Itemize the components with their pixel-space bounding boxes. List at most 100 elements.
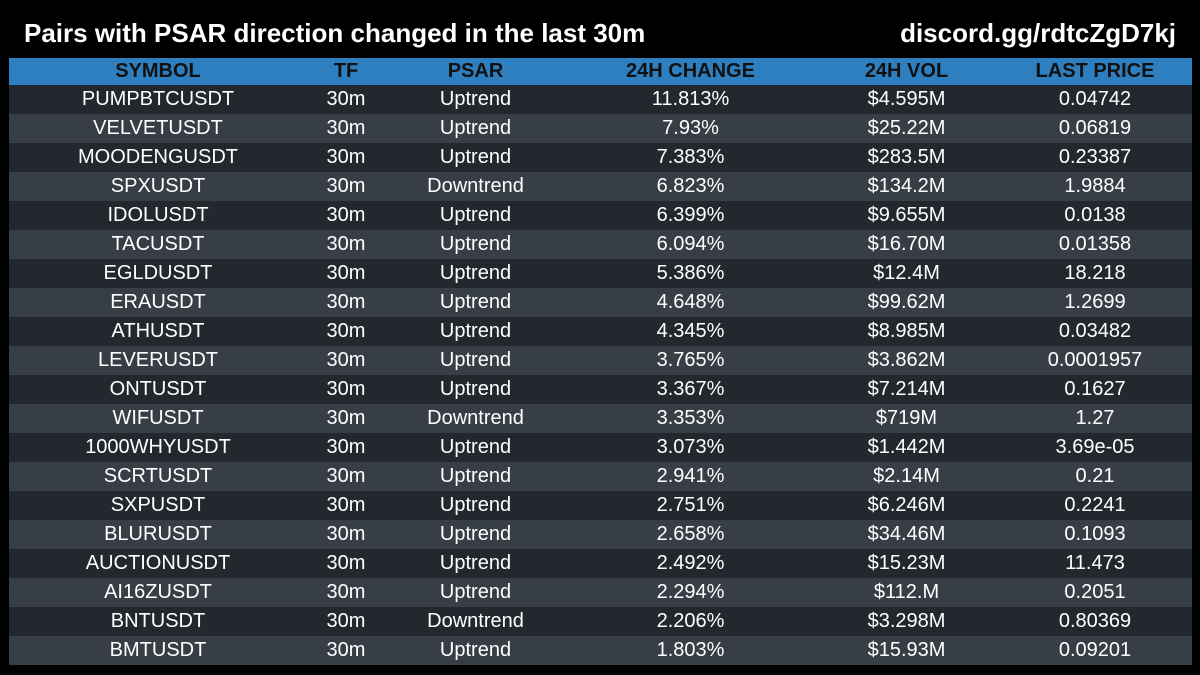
table-row: SXPUSDT 30m Uptrend 2.751% $6.246M 0.2241: [9, 491, 1192, 520]
volume-cell: $1.442M: [867, 436, 946, 458]
price-cell: 0.09201: [1058, 639, 1132, 661]
price-cell: 0.0001957: [1047, 349, 1143, 371]
tf-cell: 30m: [326, 262, 366, 284]
volume-cell: $4.595M: [867, 88, 946, 110]
psar-cell: Uptrend: [439, 320, 512, 342]
volume-cell: $15.93M: [867, 639, 946, 661]
change-cell: 2.751%: [656, 494, 725, 516]
change-cell: 2.206%: [656, 610, 725, 632]
table-row: BMTUSDT 30m Uptrend 1.803% $15.93M 0.09201: [9, 636, 1192, 665]
symbol-cell: SXPUSDT: [110, 494, 206, 516]
tf-cell: 30m: [326, 639, 366, 661]
change-cell: 7.93%: [662, 117, 719, 139]
table-row: PUMPBTCUSDT 30m Uptrend 11.813% $4.595M 0.047…: [9, 85, 1192, 114]
psar-cell: Uptrend: [439, 233, 512, 255]
price-cell: 0.21: [1075, 465, 1115, 487]
table-row: AUCTIONUSDT 30m Uptrend 2.492% $15.23M 11.473: [9, 549, 1192, 578]
tf-cell: 30m: [326, 378, 366, 400]
symbol-cell: AI16ZUSDT: [104, 581, 212, 603]
header-bar: Pairs with PSAR direction changed in the…: [0, 0, 1200, 58]
symbol-cell: EGLDUSDT: [103, 262, 213, 284]
tf-cell: 30m: [326, 552, 366, 574]
symbol-cell: AUCTIONUSDT: [85, 552, 231, 574]
change-cell: 2.492%: [656, 552, 725, 574]
tf-cell: 30m: [326, 175, 366, 197]
column-header-tf: TF: [333, 60, 359, 82]
tf-cell: 30m: [326, 610, 366, 632]
price-cell: 0.03482: [1058, 320, 1132, 342]
tf-cell: 30m: [326, 233, 366, 255]
psar-cell: Uptrend: [439, 262, 512, 284]
volume-cell: $3.862M: [867, 349, 946, 371]
column-header-symbol: SYMBOL: [115, 60, 201, 82]
price-cell: 1.9884: [1064, 175, 1126, 197]
psar-cell: Uptrend: [439, 552, 512, 574]
change-cell: 1.803%: [656, 639, 725, 661]
volume-cell: $34.46M: [867, 523, 946, 545]
table-row: SCRTUSDT 30m Uptrend 2.941% $2.14M 0.21: [9, 462, 1192, 491]
change-cell: 3.073%: [656, 436, 725, 458]
table-header: SYMBOL TF PSAR 24H CHANGE 24H VOL LAST P…: [9, 58, 1192, 85]
pairs-table: SYMBOL TF PSAR 24H CHANGE 24H VOL LAST P…: [9, 58, 1192, 665]
price-cell: 1.2699: [1064, 291, 1126, 313]
table-row: IDOLUSDT 30m Uptrend 6.399% $9.655M 0.0138: [9, 201, 1192, 230]
tf-cell: 30m: [326, 349, 366, 371]
psar-cell: Uptrend: [439, 581, 512, 603]
price-cell: 0.2241: [1064, 494, 1126, 516]
change-cell: 6.094%: [656, 233, 725, 255]
change-cell: 5.386%: [656, 262, 725, 284]
symbol-cell: BLURUSDT: [104, 523, 212, 545]
volume-cell: $8.985M: [867, 320, 946, 342]
symbol-cell: WIFUSDT: [112, 407, 204, 429]
volume-cell: $112.M: [873, 581, 940, 603]
symbol-cell: SCRTUSDT: [103, 465, 213, 487]
price-cell: 1.27: [1075, 407, 1115, 429]
symbol-cell: 1000WHYUSDT: [85, 436, 231, 458]
psar-cell: Uptrend: [439, 494, 512, 516]
table-row: BNTUSDT 30m Downtrend 2.206% $3.298M 0.80369: [9, 607, 1192, 636]
psar-cell: Uptrend: [439, 523, 512, 545]
symbol-cell: ERAUSDT: [110, 291, 206, 313]
volume-cell: $16.70M: [867, 233, 946, 255]
volume-cell: $6.246M: [867, 494, 946, 516]
symbol-cell: VELVETUSDT: [93, 117, 223, 139]
volume-cell: $25.22M: [867, 117, 946, 139]
change-cell: 6.823%: [656, 175, 725, 197]
price-cell: 0.1093: [1064, 523, 1126, 545]
change-cell: 6.399%: [656, 204, 725, 226]
discord-link[interactable]: discord.gg/rdtcZgD7kj: [900, 18, 1176, 48]
table-row: BLURUSDT 30m Uptrend 2.658% $34.46M 0.1093: [9, 520, 1192, 549]
tf-cell: 30m: [326, 581, 366, 603]
volume-cell: $99.62M: [867, 291, 946, 313]
symbol-cell: BMTUSDT: [109, 639, 207, 661]
volume-cell: $12.4M: [873, 262, 940, 284]
price-cell: 0.1627: [1064, 378, 1126, 400]
tf-cell: 30m: [326, 407, 366, 429]
volume-cell: $15.23M: [867, 552, 946, 574]
price-cell: 0.23387: [1058, 146, 1132, 168]
psar-cell: Downtrend: [427, 175, 524, 197]
change-cell: 7.383%: [656, 146, 725, 168]
change-cell: 2.658%: [656, 523, 725, 545]
price-cell: 0.2051: [1064, 581, 1126, 603]
psar-cell: Uptrend: [439, 204, 512, 226]
change-cell: 2.941%: [656, 465, 725, 487]
psar-cell: Uptrend: [439, 639, 512, 661]
tf-cell: 30m: [326, 436, 366, 458]
column-header-24h-vol: 24H VOL: [864, 60, 949, 82]
change-cell: 3.353%: [656, 407, 725, 429]
psar-cell: Uptrend: [439, 146, 512, 168]
price-cell: 0.0138: [1064, 204, 1126, 226]
table-row: ATHUSDT 30m Uptrend 4.345% $8.985M 0.03482: [9, 317, 1192, 346]
page-title: Pairs with PSAR direction changed in the…: [24, 18, 646, 48]
tf-cell: 30m: [326, 465, 366, 487]
price-cell: 18.218: [1064, 262, 1126, 284]
price-cell: 0.04742: [1058, 88, 1132, 110]
psar-cell: Uptrend: [439, 88, 512, 110]
table-body: PUMPBTCUSDT 30m Uptrend 11.813% $4.595M 0.047…: [9, 85, 1192, 665]
psar-cell: Downtrend: [427, 610, 524, 632]
header-row: SYMBOL TF PSAR 24H CHANGE 24H VOL LAST P…: [9, 58, 1192, 85]
symbol-cell: BNTUSDT: [110, 610, 206, 632]
price-cell: 0.01358: [1058, 233, 1132, 255]
psar-cell: Uptrend: [439, 378, 512, 400]
